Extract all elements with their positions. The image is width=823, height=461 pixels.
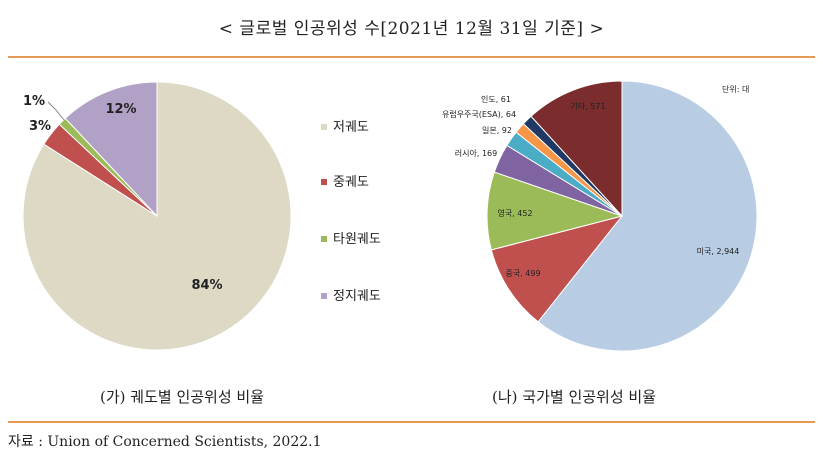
slice-value-label-esa: 유럽우주국(ESA), 64 [442,110,516,119]
slice-percent-label: 3% [29,119,51,134]
legend-swatch [321,124,327,130]
slice-value-label-other: 기타, 571 [570,102,605,111]
source-note: 자료 : Union of Concerned Scientists, 2022… [8,434,322,450]
slice-value-label-uk: 영국, 452 [497,208,532,218]
pie-slice-geostationary-orbit [64,81,158,218]
unit-label: 단위: 대 [722,84,749,94]
slice-percent-label: 1% [23,94,45,109]
top-divider [8,56,815,58]
slice-percent-label: 84% [191,278,222,293]
slice-value-label-usa: 미국, 2,944 [697,247,740,256]
legend-label: 타원궤도 [333,232,381,247]
slice-value-label-india: 인도, 61 [481,94,511,104]
slice-value-label-japan: 일본, 92 [482,126,512,135]
country-chart-caption: (나) 국가별 인공위성 비율 [492,388,657,406]
legend-swatch [321,236,327,242]
slice-value-label-russia: 러시아, 169 [455,148,497,158]
orbit-chart-caption: (가) 궤도별 인공위성 비율 [100,388,265,406]
leader-line [47,101,65,121]
legend-swatch [321,293,327,299]
slice-percent-label: 12% [105,102,136,117]
bottom-divider [8,421,815,423]
legend-swatch [321,179,327,185]
pie-slice-usa [537,80,758,352]
pie-slice-china [490,215,624,323]
orbit-pie-chart: 84% 3% 1% 12% [22,81,292,351]
page-title: < 글로벌 인공위성 수[2021년 12월 31일 기준] > [218,19,605,39]
legend-label: 저궤도 [333,120,369,135]
legend-label: 중궤도 [333,175,369,190]
pie-slice-other [530,80,623,218]
pie-slice-uk [486,171,624,251]
country-pie-chart: 미국, 2,944 중국, 499 영국, 452 러시아, 169 일본, 92 유럽우… [442,80,758,352]
legend-label: 정지궤도 [333,289,381,304]
slice-value-label-china: 중국, 499 [505,269,540,278]
